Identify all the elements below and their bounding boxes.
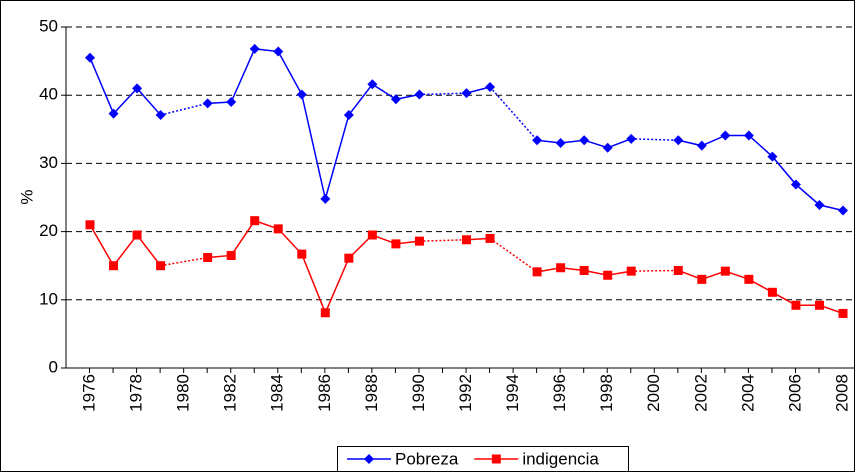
x-tick-label: 2004 <box>738 374 757 412</box>
legend-marker <box>364 454 374 464</box>
data-point <box>720 266 730 276</box>
x-tick-label: 1984 <box>268 374 287 412</box>
y-tick-label: 10 <box>39 289 58 308</box>
gap-bridge <box>160 102 208 116</box>
x-tick-label: 1992 <box>456 374 475 412</box>
data-point <box>226 250 236 260</box>
data-point <box>485 233 495 243</box>
data-point <box>720 130 731 141</box>
data-point <box>320 308 330 318</box>
data-point <box>556 263 566 273</box>
data-point <box>555 137 566 148</box>
data-point <box>485 82 496 93</box>
legend-label: Pobreza <box>395 449 459 468</box>
data-point <box>838 308 848 318</box>
data-point <box>202 98 213 109</box>
x-tick-label: 1988 <box>362 374 381 412</box>
data-point <box>156 261 166 271</box>
series-line <box>89 219 844 315</box>
data-point <box>532 267 542 277</box>
x-tick-label: 2002 <box>691 374 710 412</box>
x-tick-label: 1980 <box>174 374 193 412</box>
data-point <box>203 253 213 263</box>
data-point <box>414 236 424 246</box>
y-axis-label: % <box>17 189 36 204</box>
data-point <box>814 200 825 211</box>
data-point <box>226 97 237 108</box>
data-point <box>273 46 284 57</box>
data-point <box>626 133 637 144</box>
data-point <box>414 89 425 100</box>
data-point <box>297 249 307 259</box>
y-tick-label: 20 <box>39 221 58 240</box>
data-point <box>462 235 471 245</box>
data-point <box>603 270 613 280</box>
data-point <box>132 83 143 94</box>
data-point <box>367 79 378 90</box>
data-point <box>744 274 754 284</box>
data-point <box>696 140 707 151</box>
data-point <box>367 230 377 240</box>
data-point <box>461 88 472 99</box>
data-point <box>697 274 707 284</box>
data-point <box>743 130 754 141</box>
data-point <box>579 265 589 275</box>
x-tick-label: 1994 <box>503 374 522 412</box>
data-point <box>838 205 848 216</box>
data-point <box>109 261 119 271</box>
data-point <box>249 43 260 54</box>
y-tick-label: 50 <box>39 16 58 35</box>
data-point <box>250 216 260 226</box>
x-tick-label: 2008 <box>832 374 851 412</box>
gap-bridge <box>489 237 538 273</box>
data-point <box>767 287 777 297</box>
y-tick-label: 30 <box>39 153 58 172</box>
data-point <box>343 109 354 120</box>
data-point <box>273 224 283 234</box>
data-point <box>391 239 401 249</box>
data-point <box>320 193 331 204</box>
data-point <box>296 89 307 100</box>
x-tick-label: 1998 <box>597 374 616 412</box>
data-point <box>814 300 824 310</box>
data-point <box>790 179 801 190</box>
data-point <box>579 135 590 146</box>
data-point <box>791 300 801 310</box>
data-point <box>626 266 636 276</box>
data-point <box>132 230 142 240</box>
x-tick-label: 1990 <box>409 374 428 412</box>
data-point <box>85 52 95 63</box>
x-tick-label: 2006 <box>785 374 804 412</box>
x-tick-label: 1976 <box>79 374 98 412</box>
data-point <box>532 135 543 146</box>
data-point <box>85 220 95 230</box>
legend-label: indigencia <box>522 449 599 468</box>
data-point <box>344 253 354 263</box>
legend-marker <box>491 454 501 464</box>
y-tick-label: 0 <box>49 357 58 376</box>
data-point <box>673 135 684 146</box>
data-point <box>602 142 613 153</box>
x-tick-label: 1978 <box>127 374 146 412</box>
data-point <box>673 265 683 275</box>
x-tick-label: 2000 <box>644 374 663 412</box>
x-tick-label: 1996 <box>550 374 569 412</box>
series-line <box>89 48 844 212</box>
data-point <box>390 94 401 105</box>
x-tick-label: 1982 <box>221 374 240 412</box>
x-tick-label: 1986 <box>315 374 334 412</box>
y-tick-label: 40 <box>39 85 58 104</box>
data-point <box>155 109 166 120</box>
data-point <box>767 151 778 162</box>
data-point <box>108 108 119 119</box>
